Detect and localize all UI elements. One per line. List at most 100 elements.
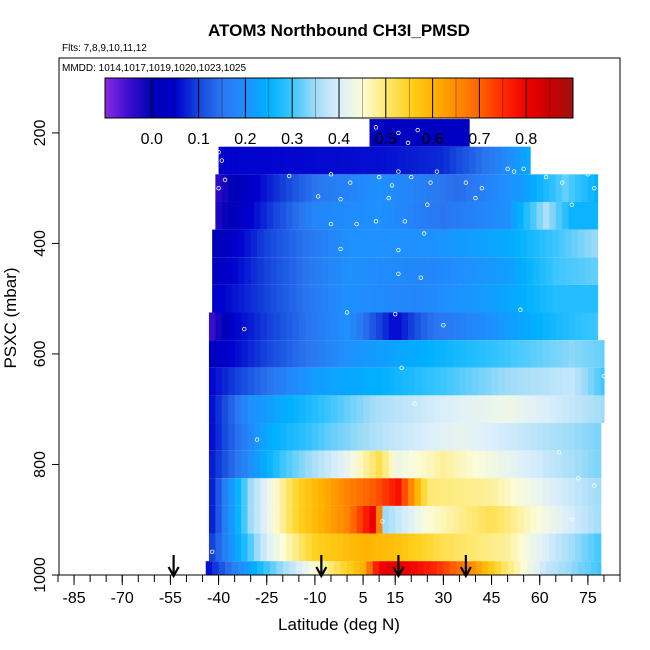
- heatmap-cell: [241, 533, 249, 562]
- heatmap-cell: [453, 367, 461, 396]
- heatmap-cell: [375, 340, 383, 368]
- heatmap-cell: [266, 312, 274, 341]
- heatmap-cell: [420, 340, 428, 368]
- observation-point: [396, 247, 401, 253]
- heatmap-cell: [523, 450, 531, 479]
- heatmap-cell: [266, 505, 274, 534]
- heatmap-cell: [504, 450, 512, 479]
- heatmap-cell: [279, 174, 287, 202]
- heatmap-cell: [385, 284, 393, 313]
- heatmap-cell: [289, 146, 297, 175]
- heatmap-cell: [401, 312, 409, 341]
- heatmap-cell: [462, 146, 470, 175]
- heatmap-cell: [562, 450, 570, 479]
- heatmap-cell: [427, 201, 435, 230]
- x-tick-label: -70: [111, 590, 134, 607]
- heatmap-cell: [279, 478, 287, 506]
- heatmap-cell: [276, 561, 284, 575]
- heatmap-cell: [469, 284, 477, 313]
- y-tick-label: 1000: [32, 557, 49, 593]
- heatmap-cell: [298, 423, 306, 451]
- heatmap-cell: [446, 340, 454, 368]
- heatmap-cell: [517, 340, 525, 368]
- heatmap-cell: [350, 450, 358, 479]
- heatmap-cell: [395, 119, 403, 147]
- observation-point: [576, 476, 581, 481]
- heatmap-cell: [356, 201, 364, 230]
- heatmap-cell: [282, 229, 290, 258]
- heatmap-cell: [558, 229, 567, 258]
- heatmap-cell: [436, 561, 444, 575]
- heatmap-cell: [398, 229, 406, 258]
- heatmap-cell: [562, 533, 570, 562]
- observation-point: [405, 140, 411, 146]
- heatmap-cell: [485, 174, 493, 202]
- heatmap-cell: [594, 201, 599, 230]
- heatmap-cell: [391, 146, 400, 175]
- heatmap-cell: [526, 146, 531, 175]
- heatmap-cell: [379, 284, 387, 313]
- heatmap-cell: [552, 284, 560, 313]
- heatmap-cell: [472, 395, 480, 424]
- observation-point: [473, 195, 478, 201]
- heatmap-cell: [257, 257, 265, 285]
- heatmap-cell: [510, 423, 518, 451]
- flights-label: Flts: 7,8,9,10,11,12: [62, 43, 147, 54]
- heatmap-cell: [337, 478, 345, 506]
- heatmap-cell: [314, 561, 322, 575]
- heatmap-cell: [459, 340, 467, 368]
- heatmap-cell: [221, 367, 229, 396]
- heatmap-cell: [363, 340, 371, 368]
- x-tick-label: 15: [386, 590, 404, 607]
- heatmap-cell: [485, 478, 493, 506]
- heatmap-cell: [440, 450, 448, 479]
- x-tick-label: -40: [207, 590, 230, 607]
- heatmap-cell: [517, 312, 525, 341]
- heatmap-cell: [594, 340, 602, 368]
- heatmap-cell: [289, 229, 297, 258]
- heatmap-cell: [510, 395, 518, 424]
- heatmap-cell: [388, 174, 396, 202]
- heatmap-cell: [228, 505, 236, 534]
- heatmap-cell: [318, 201, 326, 230]
- heatmap-cell: [298, 340, 306, 368]
- heatmap-cell: [530, 312, 538, 341]
- heatmap-cell: [388, 367, 396, 396]
- heatmap-cell: [408, 174, 416, 202]
- heatmap-cell: [218, 284, 226, 313]
- heatmap-cell: [526, 561, 534, 575]
- heatmap-cell: [575, 423, 583, 451]
- heatmap-cell: [465, 395, 473, 424]
- heatmap-cell: [523, 423, 531, 451]
- heatmap-cell: [241, 505, 249, 534]
- heatmap-cell: [286, 201, 294, 230]
- heatmap-cell: [507, 146, 515, 175]
- heatmap-cell: [356, 478, 364, 506]
- heatmap-cell: [581, 533, 589, 562]
- observation-point: [328, 172, 334, 177]
- heatmap-cell: [510, 533, 518, 562]
- heatmap-cell: [591, 284, 599, 313]
- heatmap-cell: [517, 174, 525, 202]
- heatmap-cell: [385, 257, 393, 285]
- heatmap-cell: [330, 367, 338, 396]
- heatmap-cell: [247, 505, 255, 534]
- heatmap-cell: [440, 174, 448, 202]
- heatmap-cell: [568, 423, 576, 451]
- heatmap-cell: [279, 340, 287, 368]
- heatmap-cell: [469, 146, 477, 175]
- heatmap-cell: [459, 478, 467, 506]
- heatmap-cell: [414, 119, 422, 147]
- heatmap-cell: [375, 201, 383, 230]
- heatmap-cell: [571, 229, 579, 258]
- heatmap-cell: [465, 312, 473, 341]
- heatmap-cell: [286, 423, 294, 451]
- heatmap-cell: [208, 478, 216, 506]
- heatmap-cell: [330, 450, 338, 479]
- heatmap-cell: [334, 561, 342, 575]
- observation-point: [559, 180, 565, 185]
- heatmap-cell: [375, 367, 383, 396]
- heatmap-cell: [247, 395, 255, 424]
- heatmap-cell: [433, 450, 441, 479]
- heatmap-cell: [231, 146, 239, 175]
